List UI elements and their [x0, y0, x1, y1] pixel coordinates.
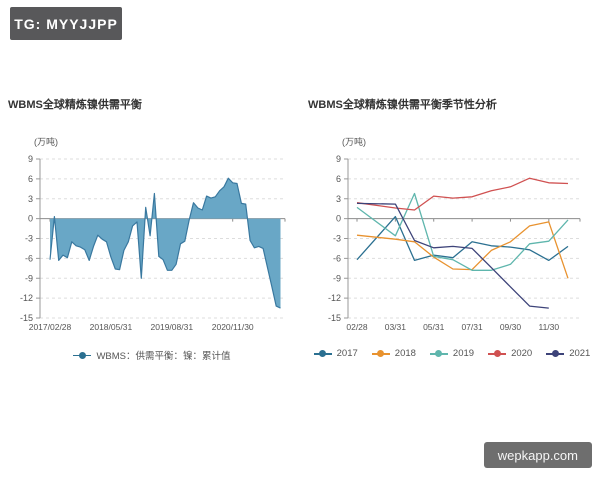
legend-label: 2020 [511, 348, 533, 359]
balance-area-line [49, 177, 281, 309]
x-tick-label: 2020/11/30 [212, 322, 254, 332]
telegram-channel-badge-label: TG: MYYJJPP [14, 15, 118, 32]
seasonal-chart-panel: WBMS全球精炼镍供需平衡季节性分析 (万吨) 9 6 3 0 -3 -6 -9 -12 -15 0… [308, 88, 596, 378]
y-tick-label: 3 [336, 194, 341, 204]
series-line-2020 [356, 177, 569, 211]
x-tick-label: 2018/05/31 [90, 322, 133, 332]
y-tick-label: 3 [28, 194, 33, 204]
y-tick-label: 9 [28, 154, 33, 164]
seasonal-chart-legend: 2017 2018 2019 2020 2021 [308, 348, 596, 359]
y-tick-label: 0 [28, 214, 33, 224]
y-tick-label: -15 [20, 313, 33, 323]
legend-item-wbms[interactable]: WBMS：供需平衡：镍：累计值 [73, 348, 231, 362]
x-tick-label: 03/31 [385, 322, 407, 332]
x-tick-label: 09/30 [500, 322, 522, 332]
y-tick-label: 6 [28, 174, 33, 184]
legend-item-2017[interactable]: 2017 [313, 348, 358, 359]
legend-marker-icon [488, 350, 507, 358]
legend-marker-icon [546, 350, 565, 358]
seasonal-chart-title: WBMS全球精炼镍供需平衡季节性分析 [308, 99, 497, 111]
x-tick-label: 11/30 [538, 322, 559, 332]
seasonal-line-chart: (万吨)9 6 3 0 -3 -6 -9 -12 -15 02/28 03/31 05/31 07/31… [328, 136, 581, 332]
y-tick-label: -9 [333, 273, 341, 283]
x-tick-label: 2017/02/28 [29, 322, 72, 332]
balance-chart-legend: WBMS：供需平衡：镍：累计值 [8, 348, 296, 362]
legend-marker-icon [371, 350, 390, 358]
legend-item-2018[interactable]: 2018 [371, 348, 416, 359]
y-tick-label: 9 [336, 154, 341, 164]
balance-area-fill [50, 178, 281, 309]
y-tick-label: 0 [336, 214, 341, 224]
legend-label: 2018 [394, 348, 416, 359]
balance-chart-title: WBMS全球精炼镍供需平衡 [8, 99, 142, 111]
series-line-2021 [356, 202, 549, 309]
legend-marker-icon [313, 350, 332, 358]
legend-label: WBMS：供需平衡：镍：累计值 [96, 351, 231, 362]
legend-item-2020[interactable]: 2020 [488, 348, 532, 359]
telegram-channel-badge: TG: MYYJJPP [10, 7, 122, 40]
watermark-badge: wepkapp.com [483, 442, 592, 468]
series-line-2019 [356, 192, 569, 271]
x-tick-label: 02/28 [346, 322, 368, 332]
legend-label: 2017 [336, 348, 358, 359]
unit-label: (万吨) [34, 136, 58, 147]
y-tick-label: -3 [333, 234, 341, 244]
y-tick-label: 6 [336, 174, 341, 184]
x-tick-label: 2019/08/31 [151, 322, 194, 332]
x-tick-label: 05/31 [423, 322, 445, 332]
legend-item-2021[interactable]: 2021 [546, 348, 590, 359]
legend-marker-icon [429, 350, 448, 358]
series-line-2017 [356, 215, 569, 262]
y-tick-label: -12 [20, 293, 33, 303]
watermark-label: wepkapp.com [497, 447, 578, 463]
x-tick-label: 07/31 [461, 322, 483, 332]
y-tick-label: -12 [328, 293, 341, 303]
legend-marker-icon [73, 351, 92, 359]
balance-chart-panel: WBMS全球精炼镍供需平衡 (万吨) 9 6 3 0 -3 -6 -9 -12 -15 2017/0… [8, 88, 296, 378]
legend-label: 2021 [569, 348, 591, 359]
legend-label: 2019 [452, 348, 475, 359]
y-tick-label: -3 [25, 234, 33, 244]
legend-item-2019[interactable]: 2019 [429, 348, 475, 359]
y-tick-label: -9 [25, 273, 33, 283]
y-tick-label: -6 [333, 253, 341, 263]
y-tick-label: -15 [328, 313, 341, 323]
y-tick-label: -6 [25, 253, 33, 263]
unit-label: (万吨) [342, 136, 366, 147]
